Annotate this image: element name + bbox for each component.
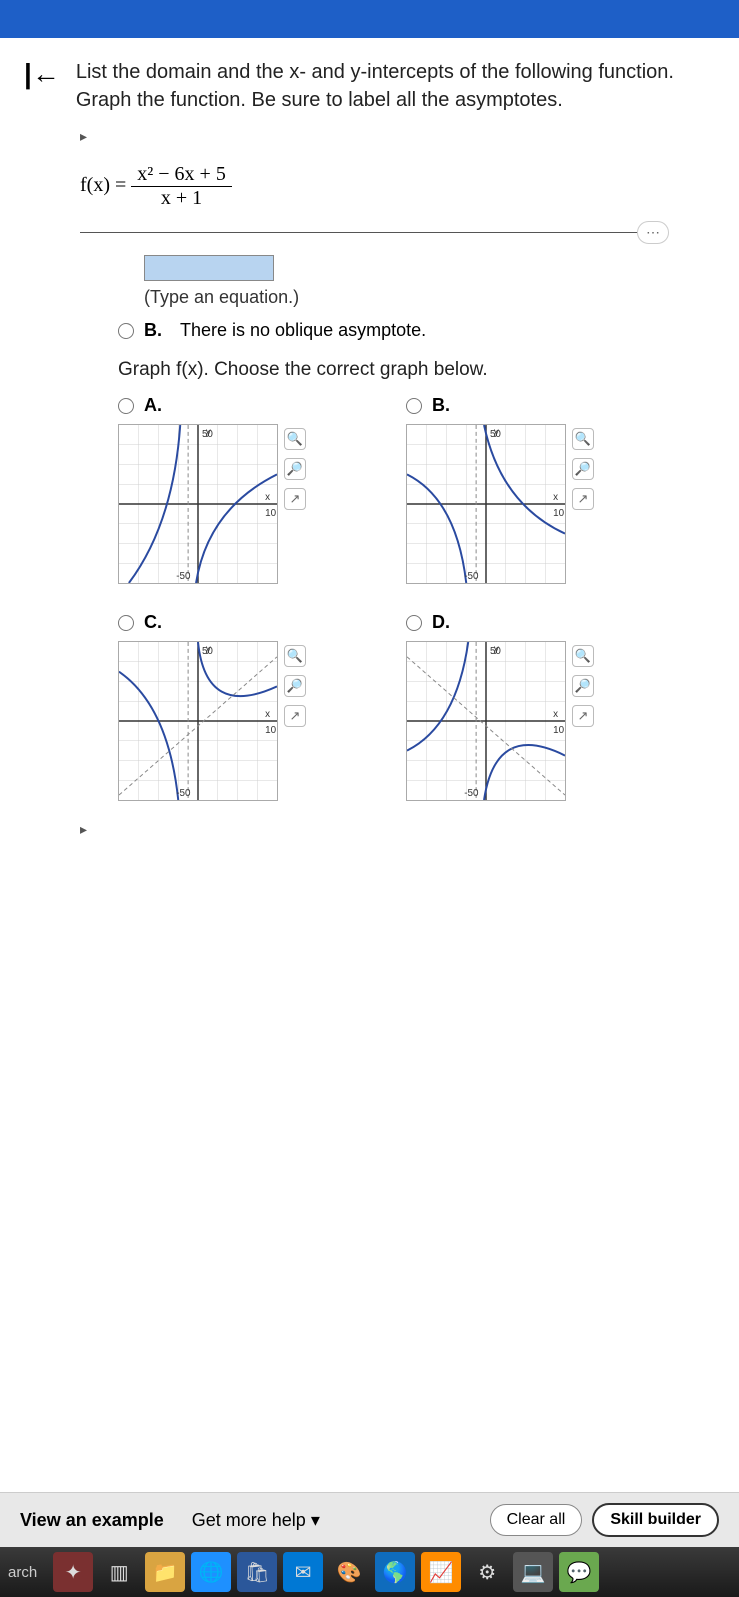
fx-denominator: x + 1 xyxy=(131,187,232,210)
equation-input[interactable] xyxy=(144,255,274,281)
skill-builder-button[interactable]: Skill builder xyxy=(592,1503,719,1537)
choice-c: C. 50 10 xyxy=(118,612,378,801)
graph-a: 50 10 -50 x y xyxy=(118,424,278,584)
expand-icon[interactable]: ↗ xyxy=(284,488,306,510)
zoom-icon[interactable]: 🔍 xyxy=(284,645,306,667)
svg-text:x: x xyxy=(553,709,558,720)
svg-text:y: y xyxy=(206,427,211,438)
choice-a-label: A. xyxy=(144,395,162,416)
taskbar-mail-icon[interactable]: ✉ xyxy=(283,1552,323,1592)
taskbar-app3-icon[interactable]: 💻 xyxy=(513,1552,553,1592)
graph-b: 50 10 -50 x y xyxy=(406,424,566,584)
search-graph-icon[interactable]: 🔎 xyxy=(572,458,594,480)
taskbar-app-icon[interactable]: ✦ xyxy=(53,1552,93,1592)
svg-text:y: y xyxy=(494,644,499,655)
clear-all-button[interactable]: Clear all xyxy=(490,1504,583,1536)
svg-text:10: 10 xyxy=(553,725,564,736)
search-graph-icon[interactable]: 🔎 xyxy=(572,675,594,697)
taskbar-paint-icon[interactable]: 🎨 xyxy=(329,1552,369,1592)
taskbar-edge-icon[interactable]: 🌐 xyxy=(191,1552,231,1592)
option-b-text: There is no oblique asymptote. xyxy=(180,320,426,341)
expand-icon[interactable]: ↗ xyxy=(572,705,594,727)
main-content: |← List the domain and the x- and y-inte… xyxy=(0,38,739,1547)
option-b-radio[interactable] xyxy=(118,323,134,339)
choice-d-radio[interactable] xyxy=(406,615,422,631)
svg-text:x: x xyxy=(553,492,558,503)
taskbar-store-icon[interactable]: 🛍 xyxy=(237,1552,277,1592)
svg-text:10: 10 xyxy=(265,725,276,736)
action-bar: View an example Get more help ▾ Clear al… xyxy=(0,1492,739,1547)
back-icon[interactable]: |← xyxy=(24,58,60,90)
graph-question: Graph f(x). Choose the correct graph bel… xyxy=(118,359,715,381)
zoom-icon[interactable]: 🔍 xyxy=(572,428,594,450)
svg-text:-50: -50 xyxy=(464,788,479,799)
svg-text:-50: -50 xyxy=(176,788,191,799)
choice-c-label: C. xyxy=(144,612,162,633)
expand-icon[interactable]: ↗ xyxy=(284,705,306,727)
expand-icon[interactable]: ↗ xyxy=(572,488,594,510)
taskbar-taskview-icon[interactable]: ▥ xyxy=(99,1552,139,1592)
choice-a: A. 50 10 xyxy=(118,395,378,584)
choice-b-radio[interactable] xyxy=(406,398,422,414)
input-hint: (Type an equation.) xyxy=(144,287,715,308)
taskbar-search-text[interactable]: arch xyxy=(8,1564,37,1581)
search-graph-icon[interactable]: 🔎 xyxy=(284,675,306,697)
taskbar-browser-icon[interactable]: 🌎 xyxy=(375,1552,415,1592)
collapse-icon-2[interactable]: ▸ xyxy=(80,821,715,838)
graph-c: 50 10 -50 x y xyxy=(118,641,278,801)
zoom-icon[interactable]: 🔍 xyxy=(572,645,594,667)
choice-b: B. 50 10 xyxy=(406,395,666,584)
taskbar-app2-icon[interactable]: 📈 xyxy=(421,1552,461,1592)
choice-d-label: D. xyxy=(432,612,450,633)
svg-text:y: y xyxy=(206,644,211,655)
svg-text:x: x xyxy=(265,709,270,720)
more-icon[interactable]: ⋯ xyxy=(637,221,669,244)
svg-text:-50: -50 xyxy=(464,571,479,582)
view-example-link[interactable]: View an example xyxy=(20,1510,164,1531)
graph-d: 50 10 -50 x y xyxy=(406,641,566,801)
choice-c-radio[interactable] xyxy=(118,615,134,631)
collapse-icon[interactable]: ▸ xyxy=(80,128,715,145)
svg-text:10: 10 xyxy=(265,508,276,519)
choice-a-radio[interactable] xyxy=(118,398,134,414)
choice-b-label: B. xyxy=(432,395,450,416)
question-text: List the domain and the x- and y-interce… xyxy=(76,58,715,114)
taskbar-explorer-icon[interactable]: 📁 xyxy=(145,1552,185,1592)
search-graph-icon[interactable]: 🔎 xyxy=(284,458,306,480)
taskbar: arch ✦ ▥ 📁 🌐 🛍 ✉ 🎨 🌎 📈 ⚙ 💻 💬 xyxy=(0,1547,739,1597)
svg-text:10: 10 xyxy=(553,508,564,519)
svg-text:-50: -50 xyxy=(176,571,191,582)
fx-label: f(x) = xyxy=(80,174,131,196)
taskbar-settings-icon[interactable]: ⚙ xyxy=(467,1552,507,1592)
window-title-bar xyxy=(0,0,739,38)
svg-text:x: x xyxy=(265,492,270,503)
taskbar-app4-icon[interactable]: 💬 xyxy=(559,1552,599,1592)
svg-text:y: y xyxy=(494,427,499,438)
zoom-icon[interactable]: 🔍 xyxy=(284,428,306,450)
function-expression: f(x) = x² − 6x + 5 x + 1 xyxy=(80,163,715,210)
get-help-link[interactable]: Get more help ▾ xyxy=(192,1510,320,1531)
fx-numerator: x² − 6x + 5 xyxy=(131,163,232,187)
option-b-label: B. xyxy=(144,320,162,341)
section-divider: ⋯ xyxy=(80,232,659,233)
choice-d: D. 50 10 xyxy=(406,612,666,801)
